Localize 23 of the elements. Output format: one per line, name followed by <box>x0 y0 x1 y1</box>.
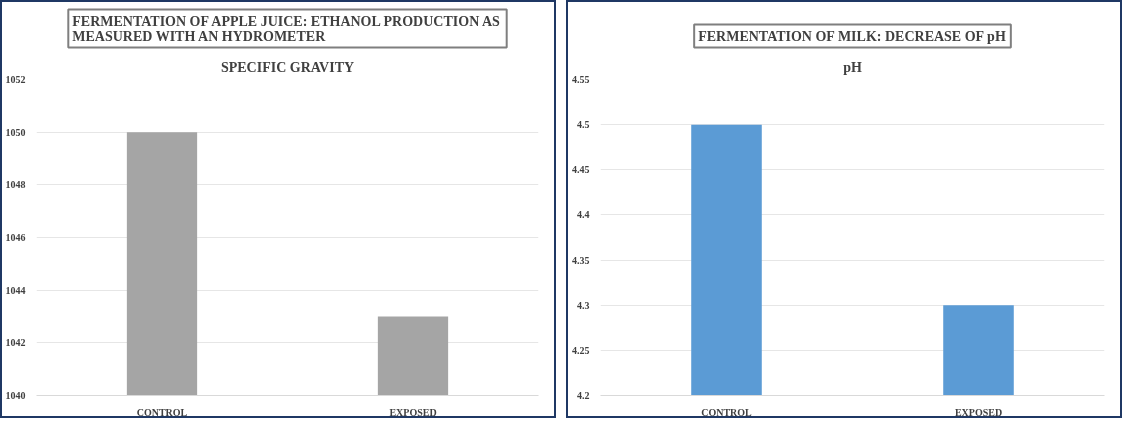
y-tick-label: 4.3 <box>577 299 590 311</box>
y-tick-label: 4.5 <box>577 119 590 131</box>
y-tick-label: 4.2 <box>577 390 590 401</box>
x-tick-label: EXPOSED <box>954 406 1003 418</box>
chart-title: FERMENTATION OF MILK: DECREASE OF pH <box>698 28 1006 44</box>
y-tick-label: 1046 <box>5 232 26 243</box>
y-tick-label: 1052 <box>5 74 26 85</box>
y-tick-label: 1050 <box>5 126 26 138</box>
y-tick-label: 1044 <box>5 284 26 296</box>
y-tick-label: 4.25 <box>572 344 590 356</box>
y-tick-label: 1040 <box>5 390 26 401</box>
x-tick-label: CONTROL <box>136 406 188 418</box>
x-tick-label: EXPOSED <box>389 406 437 418</box>
chart-title: FERMENTATION OF APPLE JUICE: ETHANOL PRODUCTION AS MEASURED WITH AN HYDROMETER <box>72 13 501 44</box>
x-tick-label: CONTROL <box>701 406 753 418</box>
y-tick-label: 1048 <box>5 179 26 191</box>
chart-subtitle: pH <box>843 59 862 75</box>
chart-subtitle: SPECIFIC GRAVITY <box>220 59 355 75</box>
y-tick-label: 4.45 <box>572 164 590 176</box>
y-tick-label: 1042 <box>5 337 26 349</box>
y-tick-label: 4.55 <box>572 74 590 85</box>
y-tick-label: 4.4 <box>577 209 590 221</box>
y-tick-label: 4.35 <box>572 254 590 266</box>
